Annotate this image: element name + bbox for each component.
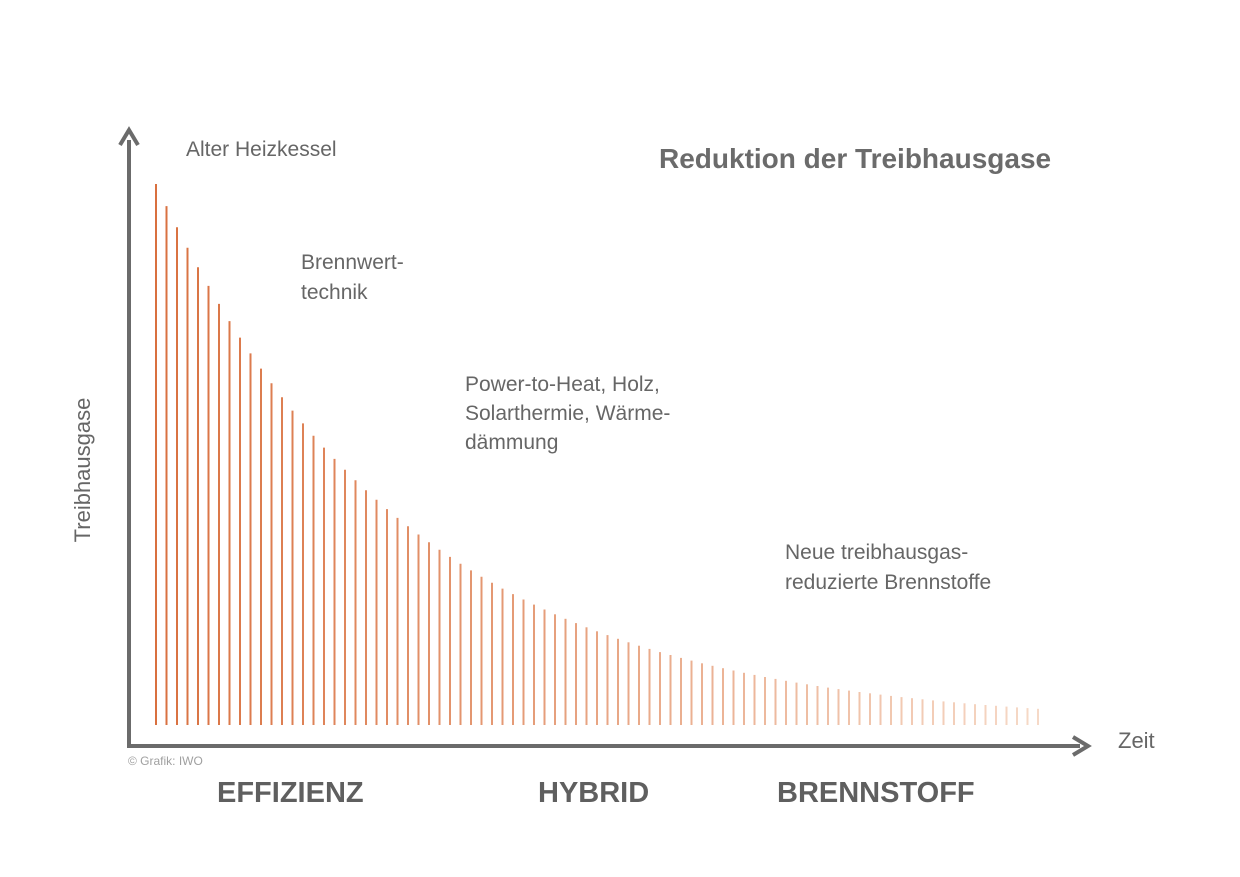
- x-axis-label: Zeit: [1118, 728, 1155, 753]
- phase-label-brennstoff: BRENNSTOFF: [777, 777, 975, 809]
- annotation-line: reduzierte Brennstoffe: [785, 571, 991, 594]
- annotation-brennwerttechnik: Brennwert- technik: [301, 251, 410, 304]
- annotation-line: Power-to-Heat, Holz,: [465, 373, 660, 396]
- phase-label-hybrid: HYBRID: [538, 777, 649, 809]
- phase-label-effizienz: EFFIZIENZ: [217, 777, 364, 809]
- annotation-line: Brennwert-: [301, 251, 404, 274]
- annotation-line: technik: [301, 281, 368, 304]
- y-axis-arrow-icon: [118, 126, 140, 147]
- annotation-line: Solarthermie, Wärme-: [465, 402, 670, 425]
- annotation-line: Alter Heizkessel: [186, 138, 337, 161]
- annotation-line: dämmung: [465, 431, 558, 454]
- annotation-neue-brennstoffe: Neue treibhausgas- reduzierte Brennstoff…: [785, 541, 991, 594]
- chart-title: Reduktion der Treibhausgase: [659, 143, 1051, 174]
- credit-text: © Grafik: IWO: [128, 754, 203, 768]
- bar-series: [155, 184, 1039, 725]
- annotations: Alter Heizkessel Brennwert- technik Powe…: [186, 138, 991, 594]
- axes: [118, 126, 1092, 757]
- y-axis-label: Treibhausgase: [70, 398, 95, 543]
- annotation-line: Neue treibhausgas-: [785, 541, 968, 564]
- x-axis-arrow-icon: [1071, 735, 1092, 757]
- annotation-alter-heizkessel: Alter Heizkessel: [186, 138, 337, 161]
- phase-labels: EFFIZIENZ HYBRID BRENNSTOFF: [217, 777, 975, 809]
- annotation-power-to-heat: Power-to-Heat, Holz, Solarthermie, Wärme…: [465, 373, 676, 454]
